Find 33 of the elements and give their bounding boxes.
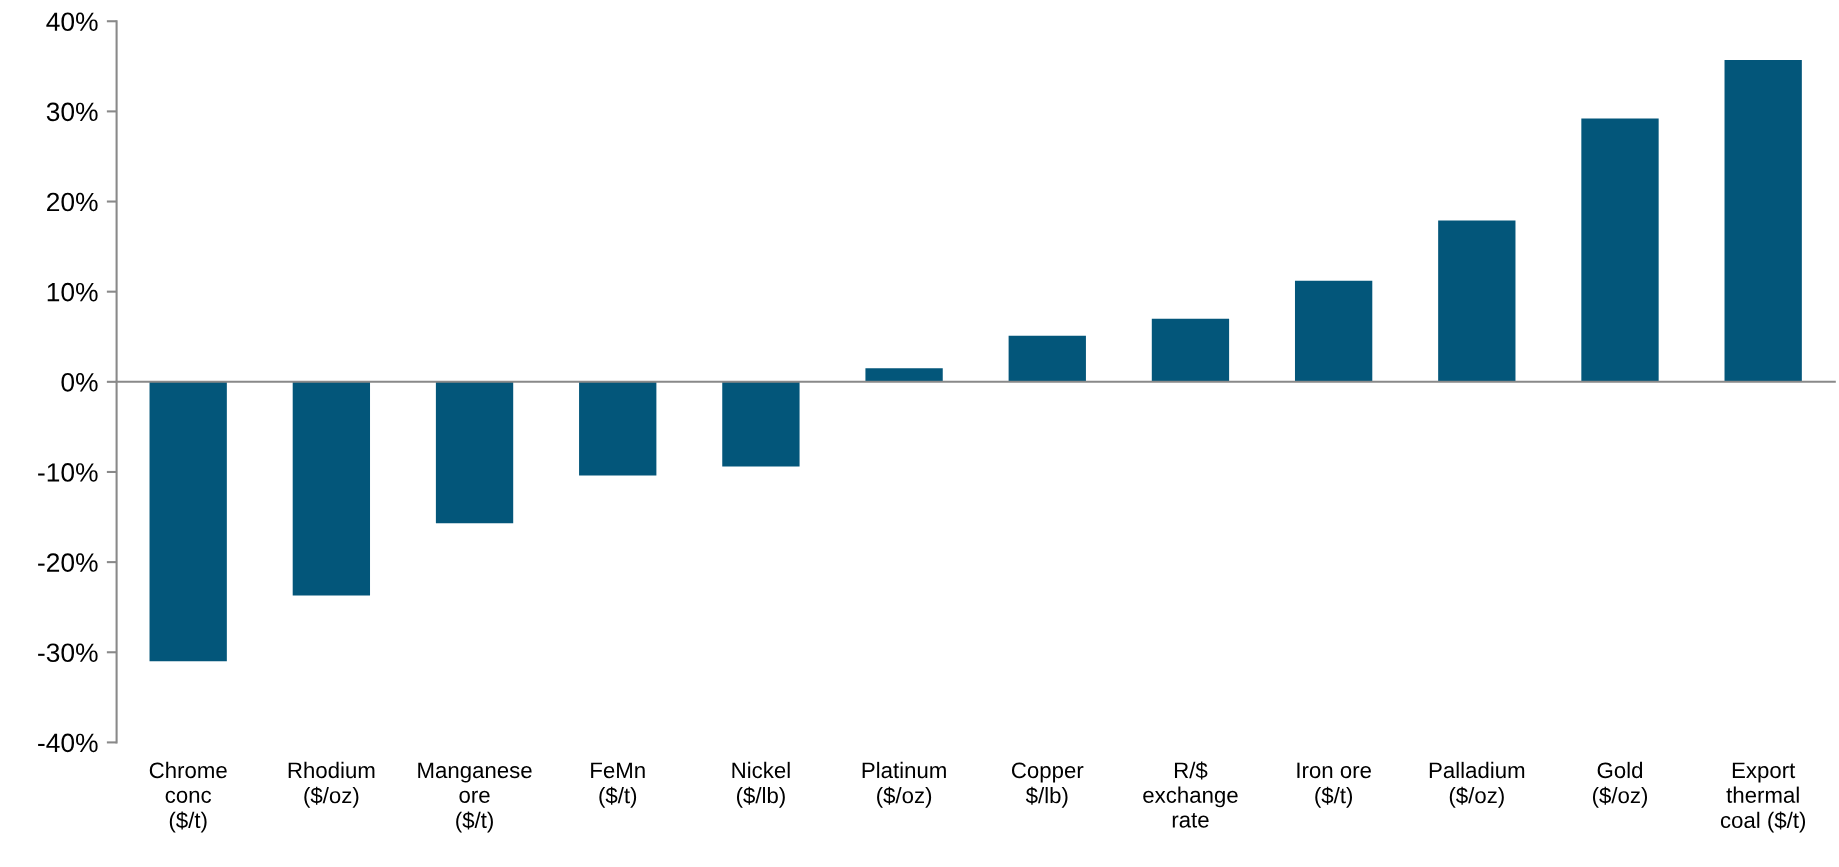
x-tick-label: Palladium ($/oz) [1429,761,1525,808]
x-tick-label: Iron ore ($/t) [1297,762,1371,808]
x-tick-label: Rhodium ($/oz) [288,761,375,808]
bar [865,368,943,382]
y-tick-label: -10% [38,463,98,482]
y-tick-label: 0% [61,372,98,392]
bar [149,381,227,662]
x-tick-label: Chrome conc ($/t) [149,761,227,833]
bar [579,381,657,476]
x-tick-label: Export thermal coal ($/t) [1720,762,1806,833]
bar [1438,220,1516,382]
bar [1581,118,1659,382]
y-tick-label: -20% [38,553,98,572]
bar [1294,280,1373,382]
y-tick-label: -30% [38,643,98,663]
x-tick-label: FeMn ($/t) [591,762,645,808]
y-tick-label: 30% [46,102,98,122]
bar [1724,60,1802,382]
x-tick-label: R/$ exchange rate [1143,761,1238,828]
x-tick-label: Manganese ore ($/t) [418,762,532,833]
x-tick-label: Platinum ($/oz) [862,761,946,808]
bar [292,381,371,596]
x-tick-label: Gold ($/oz) [1592,761,1648,808]
y-tick-label: 20% [47,192,98,212]
bar [1008,335,1086,382]
bar [722,381,800,467]
x-tick-label: Copper $/lb) [1011,762,1084,808]
y-tick-label: 40% [46,12,98,32]
y-tick-label: -40% [38,733,98,753]
x-tick-label: Nickel ($/lb) [732,761,790,808]
bar [435,381,514,524]
bar [1151,318,1230,382]
y-tick-label: 10% [47,282,98,302]
